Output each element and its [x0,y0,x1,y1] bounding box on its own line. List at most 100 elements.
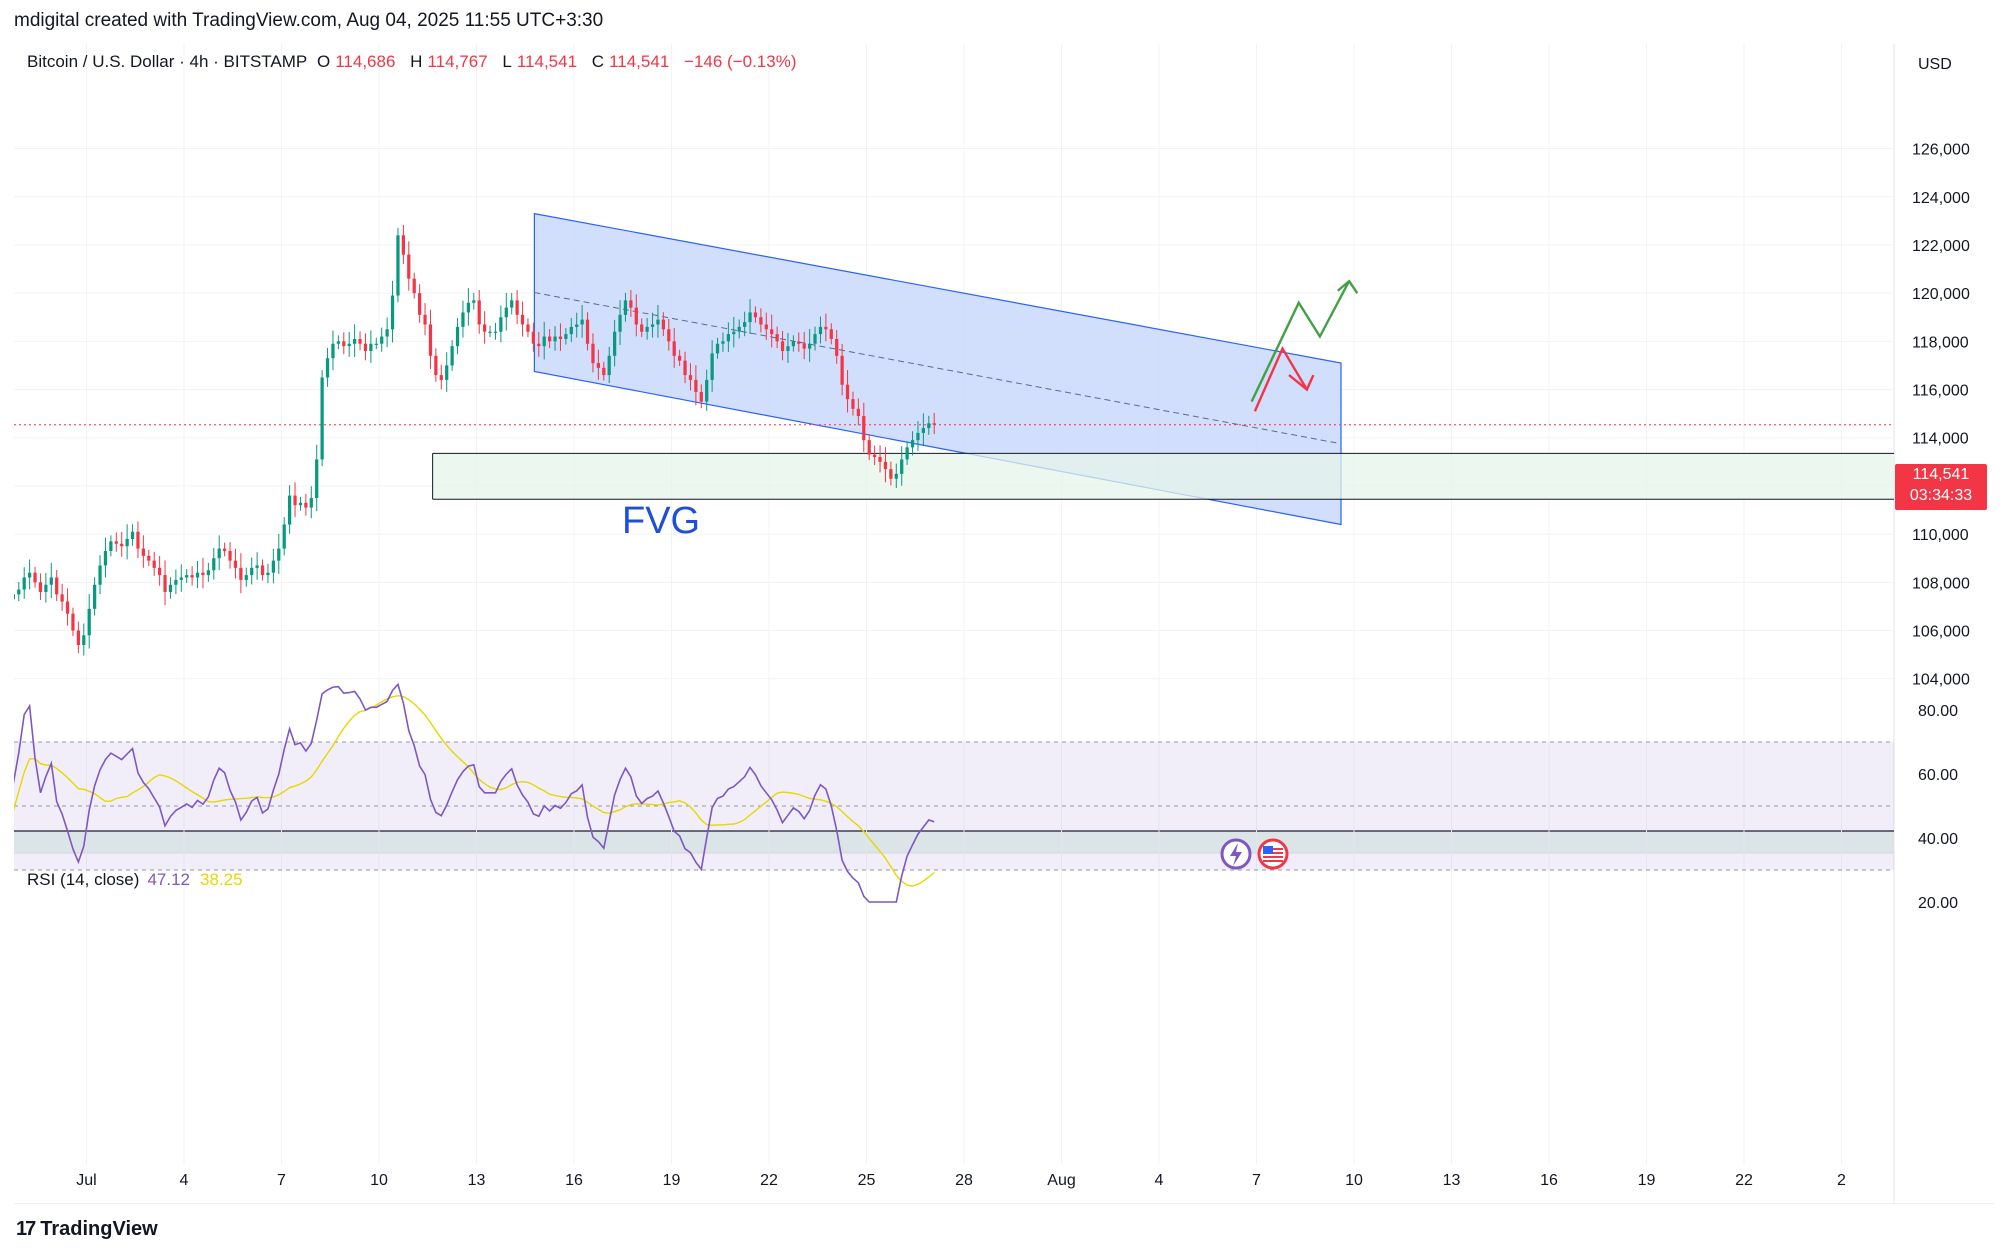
chart-canvas[interactable]: 104,000106,000108,000110,000112,000114,0… [14,44,1995,1204]
chart-footer [0,1208,2009,1256]
candle-body [185,575,189,578]
candle-body [461,312,465,327]
candle-body [770,329,774,335]
candle-body [98,565,102,585]
candle-body [715,343,720,354]
tradingview-logo[interactable]: 17 TradingView [16,1218,158,1241]
candle-body [331,343,335,359]
candle-body [932,423,936,425]
candle-body [190,575,194,578]
descending-channel [14,212,1894,526]
close-value: 114,541 [609,52,670,71]
time-tick-label: 16 [1540,1172,1558,1189]
high-value: 114,767 [427,52,488,71]
candle-body [878,457,882,462]
candle-body [320,377,324,460]
candle-body [526,324,530,332]
candle-body [813,334,817,344]
candle-body [694,379,698,392]
candle-body [434,355,438,376]
candle-body [466,302,470,313]
candle-body [82,635,86,645]
candle-body [255,565,259,568]
open-key: O [317,52,331,71]
candle-body [585,319,590,344]
bullish-arrowhead [1336,279,1359,294]
bar-countdown: 03:34:33 [1909,487,1973,504]
candle-body [721,341,725,344]
candle-body [374,343,378,345]
candle-body [710,353,714,380]
candle-body [683,360,687,376]
rsi-label[interactable]: RSI (14, close) [27,870,140,889]
candle-body [737,326,741,332]
channel-body [533,212,1342,526]
candle-body [564,334,568,339]
time-tick-label: 10 [1345,1172,1363,1189]
candle-body [206,570,210,576]
candle-body [33,572,37,583]
candle-body [390,295,395,330]
candle-body [114,541,118,544]
candle-body [125,538,129,547]
candle-body [418,293,422,315]
candle-body [835,338,839,356]
candle-body [862,416,866,441]
time-tick-label: 4 [180,1172,189,1189]
rsi-ma-line [14,694,935,887]
candle-body [661,319,665,330]
candle-body [927,423,931,429]
time-axis[interactable]: Jul 4 7 10 13 16 19 22 25 28 Aug 4 7 10 13 16 19 22 2 [76,1172,1846,1189]
candle-body [60,594,64,602]
candle-body [873,454,877,458]
rsi-tick-label: 20.00 [1918,895,1958,912]
currency-label[interactable]: USD [1918,56,1952,73]
candle-body [634,307,638,325]
candle-body [163,575,167,592]
chart-frame[interactable]: 104,000106,000108,000110,000112,000114,0… [14,44,1995,1204]
candle-body [315,459,319,498]
time-tick-label: 7 [1252,1172,1261,1189]
rsi-tick-label: 60.00 [1918,767,1958,784]
candle-body [455,326,460,347]
candle-body [672,341,676,356]
time-tick-label: Aug [1047,1172,1075,1189]
candle-body [309,497,313,508]
candle-body [840,355,844,385]
price-tick-label: 104,000 [1912,672,1970,689]
candle-body [548,336,552,342]
candle-body [450,346,454,366]
rsi-tick-label: 40.00 [1918,831,1958,848]
candle-body [780,341,785,351]
time-tick-label: 22 [1735,1172,1753,1189]
last-price-value: 114,541 [1912,466,1970,483]
candle-body [401,235,405,255]
candle-body [223,548,227,551]
time-tick-label: 22 [760,1172,778,1189]
candle-body [396,235,400,296]
candle-body [71,613,75,631]
candle-body [93,584,97,609]
price-tick-label: 118,000 [1912,334,1969,351]
candle-body [358,338,362,344]
rsi-ma-value: 38.25 [199,870,243,889]
candle-body [158,567,162,576]
bearish-path [1253,345,1308,412]
candle-body [748,312,752,323]
candle-body [277,548,281,561]
candle-body [201,572,205,576]
lightning-event-icon[interactable] [1220,838,1252,870]
time-tick-label: 28 [955,1172,973,1189]
price-tick-label: 116,000 [1912,383,1969,400]
candle-body [428,324,433,356]
bullish-path [1250,280,1351,403]
candle-body [580,319,584,325]
candle-body [845,384,850,400]
candle-body [894,473,898,479]
candle-body [786,346,790,351]
candle-body [678,355,682,361]
candle-body [266,572,270,576]
candle-body [797,341,801,344]
symbol-name[interactable]: Bitcoin / U.S. Dollar · 4h · BITSTAMP [27,52,308,71]
us-flag-event-icon[interactable] [1257,838,1289,870]
